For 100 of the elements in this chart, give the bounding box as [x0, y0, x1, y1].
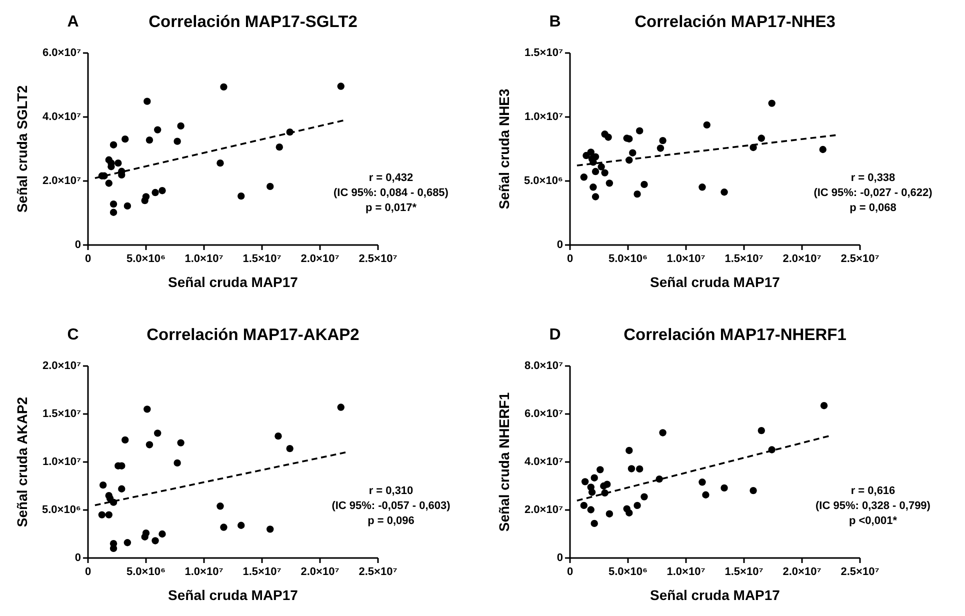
point — [216, 502, 224, 510]
x-tick-label: 1.5×10⁷ — [724, 253, 764, 265]
point — [640, 180, 648, 188]
y-tick-label: 1.0×10⁷ — [42, 456, 82, 468]
x-tick-label: 1.0×10⁷ — [184, 253, 224, 265]
x-axis-title: Señal cruda MAP17 — [650, 274, 780, 290]
x-tick-label: 2.5×10⁷ — [840, 566, 880, 578]
point — [659, 429, 666, 436]
point — [592, 193, 600, 200]
point — [703, 121, 710, 129]
point — [628, 465, 636, 472]
annotation: p = 0,068 — [850, 202, 896, 214]
text: A — [67, 14, 80, 30]
point — [105, 511, 112, 518]
point — [154, 126, 162, 134]
point — [216, 159, 224, 167]
annotation: r = 0,616 — [850, 485, 896, 497]
x-axis-title: Señal cruda MAP17 — [168, 587, 298, 603]
x-tick-label: 2.5×10⁷ — [358, 566, 398, 578]
annotation: r = 0,338 — [850, 172, 896, 184]
point — [626, 509, 633, 516]
x-axis-title: Señal cruda MAP17 — [168, 274, 298, 290]
point — [604, 134, 612, 141]
point — [590, 520, 598, 528]
point — [820, 402, 828, 410]
y-tick-label: 1.5×10⁷ — [42, 408, 82, 420]
annotation: p <0,001* — [848, 515, 898, 527]
text: C — [67, 326, 80, 344]
point — [337, 404, 344, 411]
point — [146, 136, 154, 144]
point — [592, 153, 600, 160]
x-tick-label: 2.5×10⁷ — [840, 253, 880, 265]
point — [337, 82, 344, 90]
annotation: (IC 95%: 0,328 - 0,799) — [816, 500, 931, 512]
y-axis-title: Señal cruda AKAP2 — [14, 396, 30, 528]
point — [580, 502, 588, 510]
point — [110, 141, 118, 148]
point — [142, 529, 150, 537]
point — [598, 163, 605, 170]
y-tick-label: 0 — [556, 239, 563, 251]
x-tick-label: 1.0×10⁷ — [184, 566, 224, 578]
y-tick-label: 2.0×10⁷ — [524, 504, 564, 516]
y-tick-label: 4.0×10⁷ — [42, 111, 82, 123]
y-tick-label: 1.5×10⁷ — [524, 47, 564, 59]
x-tick-label: 5.0×10⁶ — [608, 566, 648, 578]
point — [758, 134, 765, 142]
y-tick-label: 0 — [74, 239, 81, 251]
x-tick-label: 2.5×10⁷ — [358, 253, 398, 265]
point — [220, 524, 228, 531]
x-tick-label: 2.0×10⁷ — [300, 253, 340, 265]
point — [177, 439, 184, 446]
point — [636, 127, 644, 134]
annotation: p = 0,096 — [368, 515, 414, 527]
chart-title: Correlación MAP17-AKAP2 — [146, 326, 360, 344]
text: D — [549, 326, 561, 344]
point — [590, 184, 597, 191]
point — [768, 100, 776, 107]
y-axis-title: Señal cruda NHE3 — [496, 88, 512, 210]
point — [266, 526, 274, 533]
x-tick-label: 0 — [566, 253, 574, 265]
point — [698, 478, 706, 486]
annotation: (IC 95%: -0,027 - 0,622) — [814, 187, 933, 199]
point — [154, 430, 162, 437]
point — [720, 484, 728, 492]
annotation: r = 0,310 — [368, 485, 414, 497]
annotation: p = 0,017* — [365, 202, 418, 214]
point — [177, 122, 184, 130]
y-tick-label: 8.0×10⁷ — [524, 360, 564, 372]
point — [592, 168, 600, 176]
point — [629, 149, 636, 156]
point — [274, 432, 282, 440]
point — [596, 466, 604, 474]
point — [636, 465, 644, 473]
point — [98, 511, 106, 518]
point — [604, 480, 611, 488]
x-tick-label: 2.0×10⁷ — [782, 566, 822, 578]
y-tick-label: 1.0×10⁷ — [524, 111, 564, 123]
point — [758, 426, 765, 434]
point — [656, 144, 664, 152]
annotation: (IC 95%: -0,057 - 0,603) — [332, 500, 451, 512]
x-tick-label: 5.0×10⁶ — [126, 566, 166, 578]
x-tick-label: 1.0×10⁷ — [666, 566, 706, 578]
point — [122, 436, 129, 444]
y-tick-label: 6.0×10⁷ — [42, 47, 82, 59]
y-tick-label: 6.0×10⁷ — [524, 408, 564, 420]
point — [144, 406, 151, 413]
point — [110, 200, 118, 208]
x-tick-label: 0 — [84, 253, 92, 265]
y-tick-label: 5.0×10⁶ — [524, 175, 563, 187]
point — [581, 478, 589, 486]
point — [580, 174, 588, 181]
point — [142, 193, 150, 200]
point — [144, 98, 151, 105]
point — [158, 530, 166, 538]
text: B — [549, 14, 561, 30]
point — [587, 148, 594, 156]
point — [110, 544, 118, 552]
x-tick-label: 1.5×10⁷ — [242, 253, 282, 265]
x-tick-label: 5.0×10⁶ — [608, 253, 648, 265]
point — [266, 182, 274, 190]
